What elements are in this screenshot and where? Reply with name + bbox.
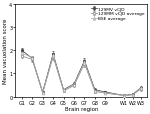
X-axis label: Brain region: Brain region <box>65 106 98 111</box>
Y-axis label: Mean vacuolation score: Mean vacuolation score <box>3 18 8 83</box>
Legend: 129MV vCJD, 129MM vCJD average, BSE average: 129MV vCJD, 129MM vCJD average, BSE aver… <box>91 7 145 21</box>
